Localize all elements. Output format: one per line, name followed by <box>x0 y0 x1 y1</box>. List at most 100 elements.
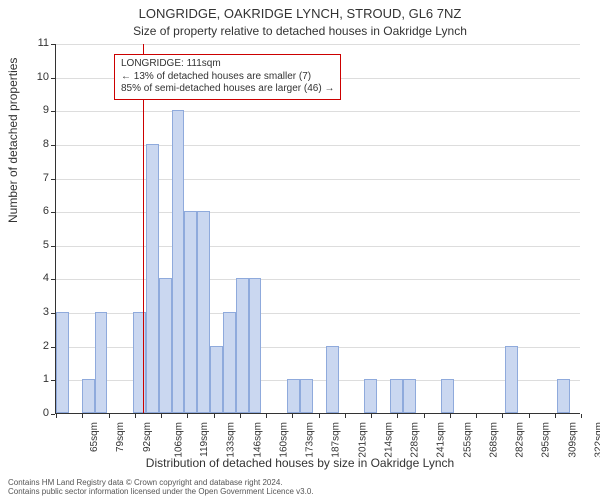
attribution-line1: Contains HM Land Registry data © Crown c… <box>8 478 314 487</box>
y-tick <box>51 44 55 45</box>
x-tick-label: 268sqm <box>488 422 499 458</box>
x-tick <box>555 414 556 418</box>
histogram-bar <box>210 346 223 413</box>
histogram-bar <box>300 379 313 413</box>
x-tick <box>82 414 83 418</box>
annotation-box: LONGRIDGE: 111sqm← 13% of detached house… <box>114 54 341 100</box>
y-tick <box>51 145 55 146</box>
y-tick-label: 7 <box>33 172 49 184</box>
x-tick-label: 241sqm <box>436 422 447 458</box>
histogram-bar <box>223 312 236 413</box>
histogram-bar <box>236 278 249 413</box>
x-tick <box>371 414 372 418</box>
y-tick-label: 6 <box>33 205 49 217</box>
gridline <box>56 145 580 146</box>
histogram-bar <box>172 110 185 413</box>
x-tick-label: 119sqm <box>199 422 210 457</box>
x-tick-label: 65sqm <box>89 422 100 452</box>
histogram-bar <box>403 379 416 413</box>
x-tick-label: 309sqm <box>567 422 578 458</box>
x-tick <box>529 414 530 418</box>
histogram-bar <box>249 278 262 413</box>
x-tick <box>424 414 425 418</box>
x-tick <box>266 414 267 418</box>
x-tick <box>345 414 346 418</box>
y-tick-label: 10 <box>33 71 49 83</box>
x-tick-label: 133sqm <box>226 422 237 458</box>
y-tick <box>51 279 55 280</box>
y-tick <box>51 313 55 314</box>
y-tick-label: 5 <box>33 239 49 251</box>
y-tick <box>51 111 55 112</box>
x-tick <box>135 414 136 418</box>
histogram-bar <box>82 379 95 413</box>
annotation-line: 85% of semi-detached houses are larger (… <box>121 83 334 96</box>
annotation-line: ← 13% of detached houses are smaller (7) <box>121 71 334 84</box>
x-tick-label: 160sqm <box>278 422 289 458</box>
x-tick <box>292 414 293 418</box>
y-tick-label: 0 <box>33 407 49 419</box>
x-tick-label: 322sqm <box>593 422 600 458</box>
x-tick-label: 255sqm <box>462 422 473 458</box>
x-axis-label: Distribution of detached houses by size … <box>0 456 600 470</box>
annotation-line: LONGRIDGE: 111sqm <box>121 58 334 71</box>
x-tick <box>187 414 188 418</box>
y-tick-label: 3 <box>33 306 49 318</box>
y-tick <box>51 414 55 415</box>
x-tick-label: 106sqm <box>173 422 184 458</box>
histogram-bar <box>184 211 197 413</box>
histogram-bar <box>326 346 339 413</box>
y-tick-label: 4 <box>33 272 49 284</box>
x-tick <box>214 414 215 418</box>
y-tick-label: 9 <box>33 104 49 116</box>
x-tick-label: 201sqm <box>357 422 368 458</box>
histogram-bar <box>133 312 146 413</box>
histogram-bar <box>95 312 108 413</box>
histogram-bar <box>364 379 377 413</box>
histogram-bar <box>56 312 69 413</box>
histogram-bar <box>505 346 518 413</box>
x-tick <box>476 414 477 418</box>
y-tick <box>51 347 55 348</box>
x-tick <box>397 414 398 418</box>
gridline <box>56 179 580 180</box>
attribution: Contains HM Land Registry data © Crown c… <box>8 478 314 496</box>
y-tick <box>51 246 55 247</box>
gridline <box>56 111 580 112</box>
x-tick-label: 92sqm <box>142 422 153 452</box>
x-tick <box>581 414 582 418</box>
y-tick <box>51 212 55 213</box>
x-tick-label: 282sqm <box>515 422 526 458</box>
y-tick-label: 2 <box>33 340 49 352</box>
x-tick-label: 295sqm <box>541 422 552 458</box>
x-tick-label: 79sqm <box>115 422 126 452</box>
y-axis-label: Number of detached properties <box>6 58 20 223</box>
x-tick-label: 187sqm <box>331 422 342 458</box>
x-tick <box>240 414 241 418</box>
gridline <box>56 279 580 280</box>
gridline <box>56 44 580 45</box>
y-tick <box>51 78 55 79</box>
x-tick <box>502 414 503 418</box>
attribution-line2: Contains public sector information licen… <box>8 487 314 496</box>
gridline <box>56 246 580 247</box>
histogram-bar <box>557 379 570 413</box>
histogram-bar <box>390 379 403 413</box>
x-tick-label: 173sqm <box>305 422 316 458</box>
plot-area: LONGRIDGE: 111sqm← 13% of detached house… <box>55 44 580 414</box>
y-tick-label: 8 <box>33 138 49 150</box>
y-tick <box>51 179 55 180</box>
y-tick-label: 1 <box>33 373 49 385</box>
y-tick-label: 11 <box>33 37 49 49</box>
x-tick-label: 228sqm <box>410 422 421 458</box>
histogram-bar <box>197 211 210 413</box>
x-tick <box>450 414 451 418</box>
x-tick <box>56 414 57 418</box>
histogram-bar <box>159 278 172 413</box>
x-tick <box>161 414 162 418</box>
x-tick <box>319 414 320 418</box>
histogram-bar <box>441 379 454 413</box>
gridline <box>56 212 580 213</box>
x-tick-label: 146sqm <box>252 422 263 458</box>
histogram-bar <box>287 379 300 413</box>
